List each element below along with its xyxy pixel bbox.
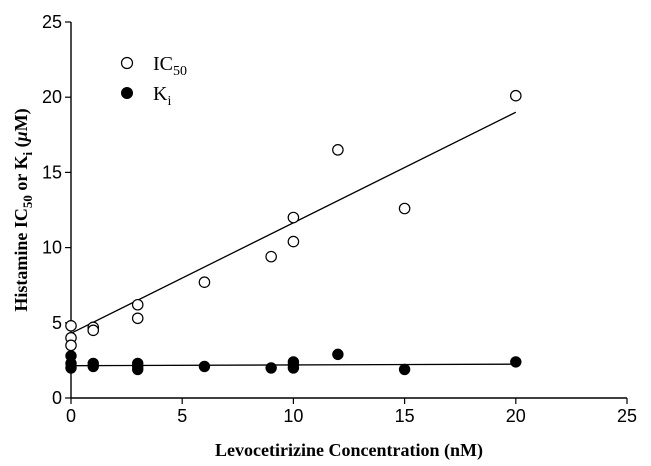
legend-label-ic50-sub: 50	[173, 64, 187, 79]
x-ticks: 0 5 10 15 20 25	[66, 398, 637, 426]
y-tick-label: 15	[42, 162, 62, 182]
x-tick-label: 20	[506, 406, 526, 426]
ki-point	[87, 360, 99, 373]
x-tick-label: 10	[283, 406, 303, 426]
ki-point	[510, 356, 522, 368]
y-tick-label: 10	[42, 238, 62, 258]
ic50-point	[265, 250, 277, 263]
legend: IC50 Ki	[120, 53, 187, 109]
x-tick-label: 0	[66, 406, 76, 426]
legend-label-ki-sub: i	[167, 94, 171, 109]
ic50-point	[65, 339, 77, 352]
ic50-point	[131, 298, 144, 311]
ic50-point	[87, 324, 100, 337]
ki-point	[132, 363, 144, 376]
legend-marker-ic50	[120, 56, 134, 70]
ki-point	[265, 362, 277, 374]
legend-label-ki: Ki	[153, 83, 171, 109]
ki-point	[332, 348, 344, 361]
ki-point	[287, 362, 300, 374]
ic50-point	[398, 202, 411, 215]
ki-point	[398, 363, 411, 376]
ki-point	[65, 362, 77, 374]
ic50-point	[332, 144, 344, 156]
y-tick-label: 20	[42, 87, 62, 107]
ic50-point	[198, 276, 211, 288]
x-tick-label: 25	[617, 406, 637, 426]
legend-label-ic50: IC50	[153, 53, 187, 79]
ic50-point	[65, 320, 77, 332]
x-tick-label: 15	[395, 406, 415, 426]
x-axis-title: Levocetirizine Concentration (nM)	[215, 440, 483, 461]
y-axis-title: Histamine IC50 or Ki (μM)	[11, 108, 35, 311]
y-tick-label: 0	[52, 388, 62, 408]
y-tick-label: 5	[52, 313, 62, 333]
axes	[70, 22, 627, 399]
data-points	[65, 89, 522, 376]
ic50-point	[131, 312, 144, 325]
ic50-point	[287, 235, 300, 248]
ic50-point	[509, 89, 522, 102]
x-tick-label: 5	[177, 406, 187, 426]
ic50-point	[287, 211, 300, 224]
y-ticks: 0 5 10 15 20 25	[42, 12, 71, 408]
ki-point	[198, 360, 211, 373]
legend-marker-ki	[121, 87, 133, 99]
y-tick-label: 25	[42, 12, 62, 32]
